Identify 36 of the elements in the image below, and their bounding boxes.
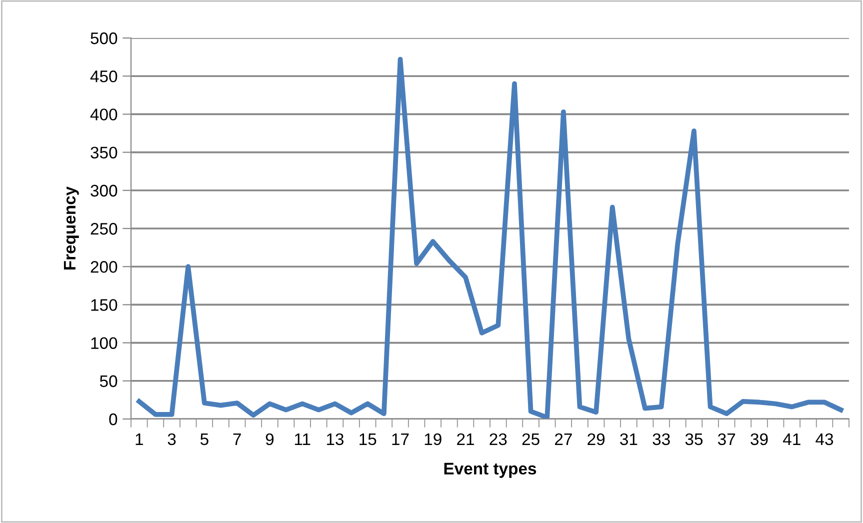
y-tick-label: 300 [90,184,118,197]
x-tick-label: 27 [555,433,572,445]
x-tick-label: 19 [424,433,442,446]
y-axis-title: Frequency [64,186,79,270]
x-tick-label: 37 [718,433,736,446]
x-tick-label: 9 [266,433,274,446]
x-tick-label: 21 [457,433,474,445]
x-tick-label: 3 [168,433,176,446]
y-tick-label: 200 [90,261,118,273]
x-tick-label: 15 [360,434,376,446]
y-tick-label: 450 [90,70,118,82]
y-tick-label: 0 [109,413,118,426]
y-tick-label: 350 [90,146,118,159]
x-tick-label: 43 [816,433,834,446]
x-tick-label: 29 [588,433,605,446]
x-tick-label: 31 [620,433,638,446]
x-axis-title: Event types [444,462,536,478]
line-series [136,56,844,419]
x-tick-label: 7 [233,434,241,445]
y-tick-label: 50 [100,375,118,388]
x-tick-label: 25 [522,433,540,446]
x-tick-label: 1 [136,434,143,445]
x-tick-label: 39 [750,433,768,446]
y-tick-label: 250 [90,222,118,235]
x-tick-label: 11 [294,434,310,445]
x-tick-label: 17 [392,434,409,445]
x-tick-label: 35 [685,433,703,446]
x-tick-label: 33 [652,433,670,446]
y-tick-label: 400 [90,108,118,120]
y-tick-label: 100 [91,337,118,350]
x-tick-label: 5 [200,434,208,446]
y-tick-label: 500 [90,32,118,44]
x-tick-label: 41 [783,434,800,445]
y-tick-label: 150 [91,299,118,311]
x-tick-label: 23 [490,433,507,446]
x-tick-label: 13 [326,433,344,446]
